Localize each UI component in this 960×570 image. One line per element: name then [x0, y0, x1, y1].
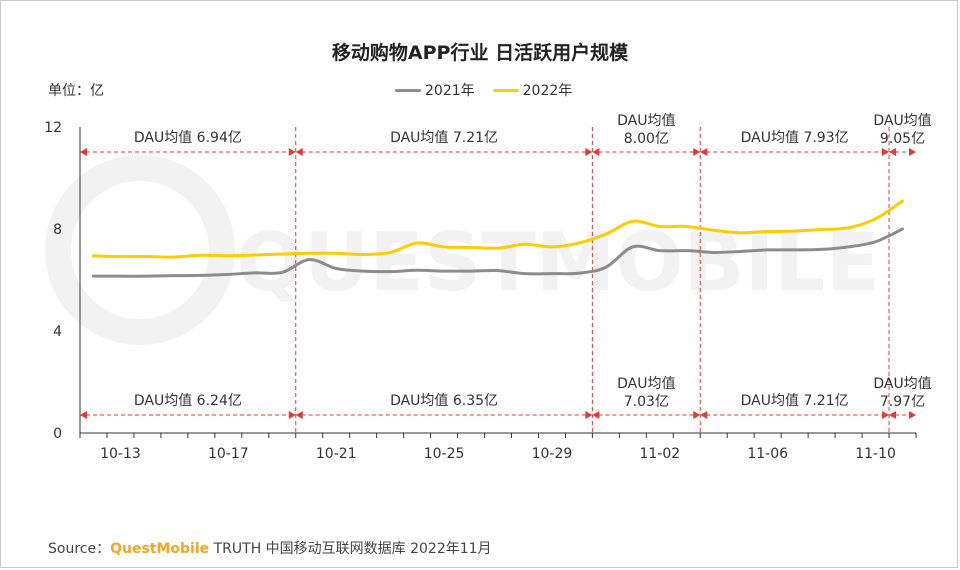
- average-label-2022: DAU均值 7.21亿: [390, 130, 498, 146]
- arrow-right-icon: [288, 148, 296, 156]
- arrow-right-icon: [288, 411, 296, 419]
- arrow-right-icon: [585, 411, 593, 419]
- legend-swatch-2021: [395, 88, 421, 92]
- legend-swatch-2022: [492, 88, 519, 92]
- arrow-left-icon: [295, 411, 303, 419]
- arrow-left-icon: [700, 148, 708, 156]
- arrow-left-icon: [80, 148, 87, 156]
- average-label-2021: DAU均值: [873, 376, 931, 392]
- arrow-right-icon: [693, 148, 701, 156]
- average-label-2022: DAU均值 6.94亿: [134, 130, 242, 146]
- average-label-2021: 7.03亿: [624, 394, 669, 410]
- arrow-left-icon: [592, 148, 600, 156]
- y-tick-label: 4: [53, 324, 62, 340]
- average-label-2021: DAU均值 7.21亿: [741, 393, 849, 409]
- legend-label-2021: 2021年: [425, 83, 475, 99]
- average-label-2022: DAU均值: [617, 113, 675, 129]
- arrow-right-icon: [909, 411, 916, 419]
- x-tick-label: 11-10: [855, 446, 896, 462]
- average-label-2022: 8.00亿: [624, 131, 669, 147]
- arrow-right-icon: [909, 148, 916, 156]
- arrow-left-icon: [80, 411, 87, 419]
- arrow-left-icon: [592, 411, 600, 419]
- series-line-2021: [91, 227, 905, 278]
- average-label-2022: 9.05亿: [880, 131, 925, 147]
- arrow-right-icon: [585, 148, 593, 156]
- source-brand: QuestMobile: [110, 541, 210, 557]
- legend-label-2022: 2022年: [522, 83, 573, 99]
- x-tick-label: 10-21: [316, 446, 357, 462]
- arrow-right-icon: [882, 148, 890, 156]
- chart-title: 移动购物APP行业 日活跃用户规模: [331, 42, 629, 64]
- source-note: Source：QuestMobile TRUTH 中国移动互联网数据库 2022…: [48, 538, 492, 558]
- average-label-2021: DAU均值: [617, 376, 675, 392]
- arrow-right-icon: [693, 411, 701, 419]
- x-tick-label: 10-17: [208, 446, 249, 462]
- arrow-left-icon: [700, 411, 708, 419]
- source-prefix: Source：: [48, 541, 111, 557]
- arrow-left-icon: [295, 148, 303, 156]
- legend-item-2021: 2021年: [395, 80, 475, 100]
- average-label-2022: DAU均值: [873, 113, 931, 129]
- x-tick-label: 10-13: [100, 446, 141, 462]
- average-label-2021: DAU均值 6.24亿: [134, 393, 242, 409]
- arrow-right-icon: [882, 411, 890, 419]
- source-suffix: TRUTH 中国移动互联网数据库 2022年11月: [213, 541, 492, 557]
- legend: 2021年 2022年: [395, 80, 572, 100]
- series-line-2022: [91, 199, 905, 259]
- watermark-logo-icon: [45, 155, 235, 345]
- x-tick-label: 10-25: [424, 446, 465, 462]
- average-label-2022: DAU均值 7.93亿: [741, 130, 849, 146]
- x-tick-label: 11-06: [747, 446, 788, 462]
- average-label-2021: 7.97亿: [880, 394, 925, 410]
- y-tick-label: 12: [44, 120, 62, 136]
- y-tick-label: 8: [53, 222, 62, 238]
- average-label-2021: DAU均值 6.35亿: [390, 393, 498, 409]
- arrow-left-icon: [889, 411, 897, 419]
- unit-label: 单位：亿: [48, 83, 104, 99]
- x-tick-label: 11-02: [639, 446, 680, 462]
- x-tick-label: 10-29: [532, 446, 573, 462]
- arrow-left-icon: [889, 148, 897, 156]
- y-tick-label: 0: [53, 426, 62, 442]
- legend-item-2022: 2022年: [492, 80, 573, 100]
